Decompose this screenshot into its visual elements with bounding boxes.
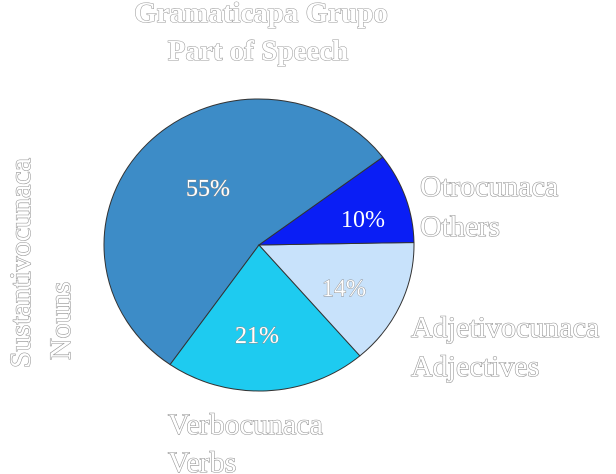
pie-slice-adjectives xyxy=(257,241,415,357)
pct-label-adjectives: 14% xyxy=(322,276,366,302)
label-adjectives-line1: Adjetivocunaca xyxy=(411,311,599,344)
pct-label-others: 10% xyxy=(341,207,385,233)
label-verbs-line1: Verbocunaca xyxy=(168,408,323,441)
label-adjectives-line2: Adjectives xyxy=(411,350,539,383)
pie-slice-nouns xyxy=(103,98,384,366)
chart-title: Gramaticapa Grupo xyxy=(134,0,388,29)
pie-slice-others xyxy=(257,156,415,246)
pie-slice-verbs xyxy=(169,244,361,392)
label-others-line1: Otrocunaca xyxy=(420,170,558,203)
label-others-line2: Others xyxy=(420,210,500,243)
chart-subtitle: Part of Speech xyxy=(168,35,348,67)
label-nouns-line1: Sustantivocunaca xyxy=(4,158,37,368)
label-nouns-line2: Nouns xyxy=(44,282,77,360)
pie-slices xyxy=(103,98,415,392)
pct-label-nouns: 55% xyxy=(186,176,230,202)
label-verbs-line2: Verbs xyxy=(168,446,236,474)
pct-label-verbs: 21% xyxy=(235,323,279,349)
